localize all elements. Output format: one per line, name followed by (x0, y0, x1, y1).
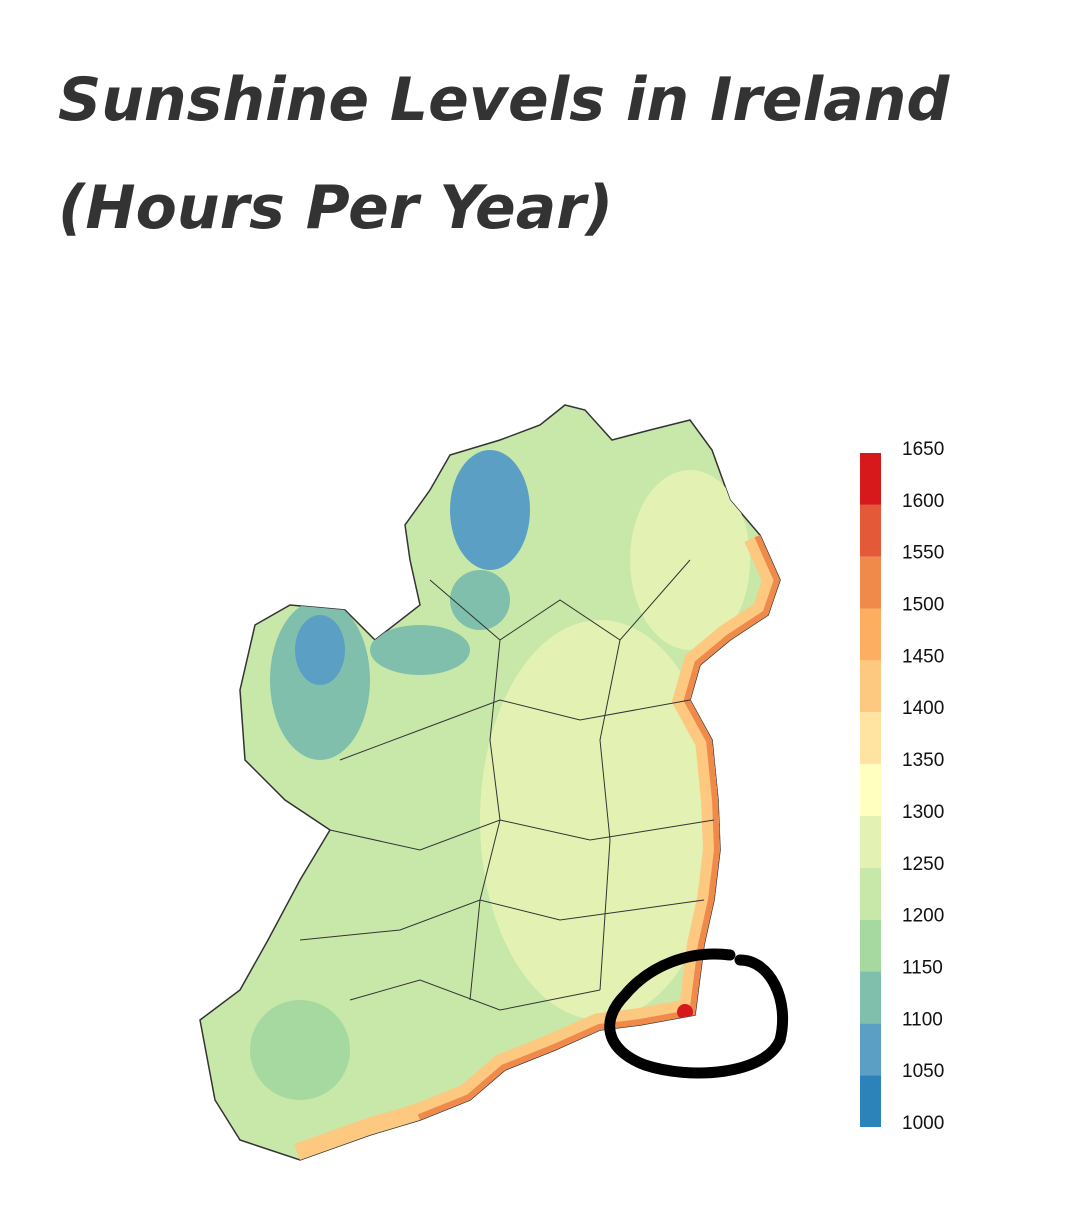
shading (250, 450, 780, 1160)
legend-bin (860, 971, 881, 1024)
legend-tick-label: 1000 (902, 1113, 944, 1134)
map (199, 404, 781, 1161)
legend-bin (860, 1075, 881, 1127)
legend-bin (860, 1023, 881, 1076)
legend-bin (860, 608, 881, 661)
legend-tick-label: 1150 (902, 957, 943, 978)
legend-tick-label: 1100 (902, 1009, 943, 1030)
legend-bin (860, 504, 881, 557)
legend-bin (860, 453, 881, 505)
title-line: Sunshine Levels in Ireland (58, 65, 950, 135)
legend-tick-label: 1500 (902, 595, 944, 616)
legend: 1000 1050 1100 1150 1200 1250 1300 1350 1400 1450… (860, 439, 944, 1134)
legend-tick-label: 1400 (902, 698, 944, 719)
legend-bin (860, 556, 881, 609)
legend-bin (860, 867, 881, 920)
legend-bin (860, 660, 881, 713)
legend-bin (860, 764, 881, 816)
borders (299, 559, 715, 1011)
legend-tick-label: 1550 (902, 543, 944, 564)
annotation-circle (604, 948, 789, 1079)
legend-bin (860, 919, 881, 972)
legend-tick-label: 1350 (902, 750, 944, 771)
legend-tick-label: 1450 (902, 646, 944, 667)
legend-tick-label: 1200 (902, 906, 944, 927)
legend-tick-label: 1050 (902, 1061, 944, 1082)
legend-tick-label: 1650 (902, 439, 944, 460)
title-line: (Hours Per Year) (58, 173, 613, 243)
legend-tick-label: 1300 (902, 802, 944, 823)
legend-tick-label: 1600 (902, 491, 944, 512)
legend-bin (860, 815, 881, 868)
legend-tick-label: 1250 (902, 854, 944, 875)
legend-bin (860, 712, 881, 765)
